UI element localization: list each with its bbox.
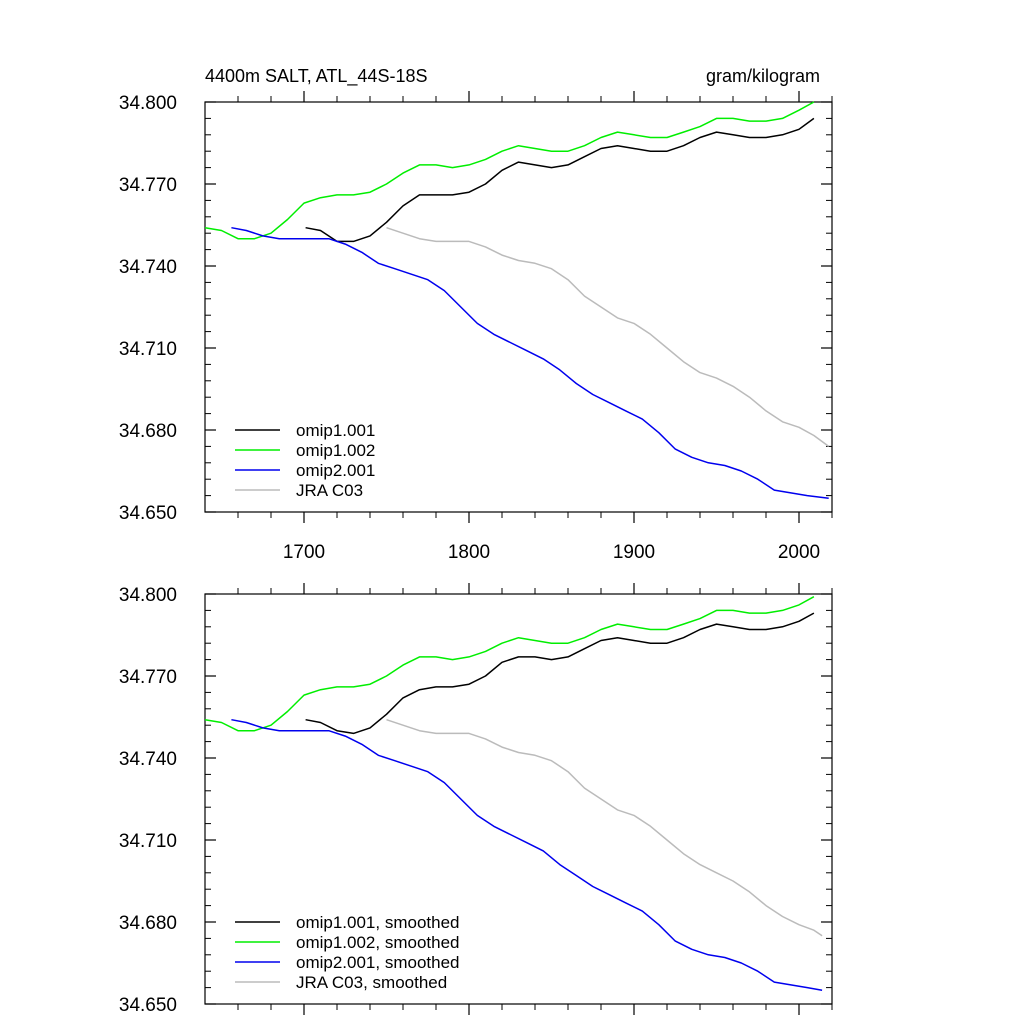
legend-label: omip1.001, smoothed (296, 913, 460, 932)
legend-label: JRA C03, smoothed (296, 973, 447, 992)
legend-label: omip1.002, smoothed (296, 933, 460, 952)
x-tick-label: 1900 (613, 542, 655, 563)
y-tick-label: 34.650 (119, 995, 177, 1016)
legend-label: omip1.002 (296, 441, 375, 460)
top-line-chart: 34.800 34.770 34.740 34.710 34.680 34.650 1700… (119, 91, 833, 563)
series-line-1 (204, 101, 815, 240)
y-tick-label: 34.650 (119, 503, 177, 524)
series-line-2 (231, 718, 823, 992)
legend-label: omip2.001, smoothed (296, 953, 460, 972)
series-line-3 (386, 226, 830, 448)
series-line-1 (204, 596, 815, 732)
y-tick-label: 34.710 (119, 339, 177, 360)
y-tick-label: 34.710 (119, 831, 177, 852)
y-tick-label: 34.680 (119, 913, 177, 934)
legend-label: omip2.001 (296, 461, 375, 480)
x-tick-label: 1800 (448, 542, 490, 563)
y-tick-label: 34.680 (119, 421, 177, 442)
legend-label: JRA C03 (296, 481, 363, 500)
series-line-0 (305, 612, 815, 735)
plot-frame (204, 593, 833, 1005)
series-line-3 (386, 718, 823, 937)
y-tick-label: 34.800 (119, 93, 177, 114)
series-line-2 (231, 226, 829, 500)
bottom-line-chart: 34.800 34.770 34.740 34.710 34.680 34.650 omip… (119, 583, 833, 1016)
y-tick-label: 34.770 (119, 175, 177, 196)
y-tick-label: 34.740 (119, 257, 177, 278)
units-label: gram/kilogram (706, 66, 820, 86)
legend-label: omip1.001 (296, 421, 375, 440)
figure-title: 4400m SALT, ATL_44S-18S (205, 66, 427, 87)
x-tick-label: 2000 (778, 542, 820, 563)
x-tick-label: 1700 (283, 542, 325, 563)
y-tick-label: 34.800 (119, 585, 177, 606)
y-tick-label: 34.770 (119, 667, 177, 688)
plot-frame (204, 101, 833, 513)
y-tick-label: 34.740 (119, 749, 177, 770)
series-line-0 (305, 117, 815, 243)
